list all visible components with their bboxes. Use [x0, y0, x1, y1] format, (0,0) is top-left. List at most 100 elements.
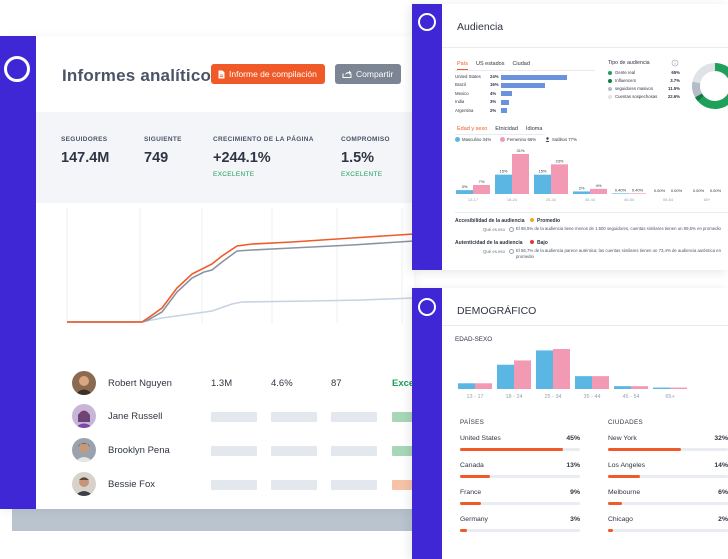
country-bar [501, 82, 545, 88]
audience-type-percent: 65% [671, 70, 680, 75]
main-sidebar [0, 36, 36, 509]
country-name: Mexico [455, 90, 469, 96]
audience-type-percent: 11.5% [668, 86, 680, 91]
bar-value-label: 0.40% [615, 187, 627, 192]
audience-type-label: Cuentas sospechosas [615, 94, 658, 99]
bar-male [575, 376, 592, 389]
bar-value-label: 0.00% [693, 188, 705, 193]
bar-value-label: 0.00% [654, 188, 666, 193]
info-icon[interactable] [671, 59, 679, 67]
geo-name: United States [460, 435, 501, 442]
demographic-title: DEMOGRÁFICO [457, 305, 537, 317]
country-bar [501, 108, 507, 114]
avatar [72, 472, 96, 496]
stat-value: +244.1% [213, 150, 271, 166]
authenticity-badge: Bajo [530, 240, 548, 246]
brand-logo-icon[interactable] [418, 298, 436, 316]
bar-value-label: 0.40% [632, 187, 644, 192]
avatar [72, 404, 96, 428]
age-tick-label: 18-24 [507, 197, 518, 202]
credibility-badge: Promedio [530, 218, 560, 224]
divider [442, 325, 728, 326]
tab-ethnicity[interactable]: Etnicidad [495, 126, 518, 132]
brand-logo-icon[interactable] [4, 56, 30, 82]
geo-fill [608, 502, 622, 505]
stat-followers: SEGUIDORES 147.4M [61, 136, 109, 166]
chart-series-baseline [67, 297, 414, 323]
bar-male [653, 387, 670, 389]
geo-name: France [460, 489, 482, 496]
legend-female: Femenino 66% [500, 137, 536, 143]
tab-language[interactable]: Idioma [525, 126, 543, 132]
geo-percent: 9% [570, 489, 580, 496]
geo-name: New York [608, 435, 637, 442]
city-item: New York 32% [608, 435, 728, 459]
country-tabs: País US estados Ciudad [457, 61, 530, 70]
bar-female [590, 188, 607, 194]
influencer-name[interactable]: Robert Nguyen [108, 378, 172, 389]
influencer-name[interactable]: Jane Russell [108, 411, 163, 422]
bar-value-label: 7% [479, 179, 485, 184]
country-name: India [455, 99, 465, 105]
compile-report-button[interactable]: Informe de compilación [211, 64, 325, 84]
credibility-help[interactable]: Qué es eso [483, 227, 505, 232]
placeholder-bar [211, 446, 257, 456]
country-bar [501, 74, 567, 80]
bar-male [573, 191, 590, 194]
geo-fill [608, 448, 681, 451]
influencer-row[interactable]: Robert Nguyen 1.3M 4.6% 87 Exce [72, 371, 414, 395]
document-icon [218, 70, 225, 78]
influencer-engagement: 4.6% [271, 378, 293, 389]
bar-male [458, 383, 475, 389]
share-button[interactable]: Compartir [335, 64, 401, 84]
country-name: Argentina [455, 107, 474, 113]
placeholder-bar [271, 480, 317, 490]
country-item: United States 45% [460, 435, 580, 459]
age-tick-label: 65+ [665, 394, 675, 400]
bar-female [631, 386, 648, 389]
bar-male [536, 350, 553, 389]
tab-city[interactable]: Ciudad [512, 61, 530, 67]
country-percent: 3% [490, 99, 497, 105]
influencer-row[interactable]: Bessie Fox [72, 472, 414, 496]
legend-male: Masculino 34% [455, 137, 491, 143]
influencer-name[interactable]: Bessie Fox [108, 479, 155, 490]
audience-type-label: seguidores masivos [615, 86, 653, 91]
geo-name: Canada [460, 462, 484, 469]
brand-logo-icon[interactable] [418, 13, 436, 31]
country-name: Brazil [455, 82, 466, 88]
age-tick-label: 13 - 17 [466, 394, 484, 400]
placeholder-bar [211, 412, 257, 422]
placeholder-bar [392, 446, 414, 456]
stat-page-growth: CRECIMIENTO DE LA PÁGINA +244.1% EXCELEN… [213, 136, 314, 178]
audience-type-label: Gente real [615, 70, 636, 75]
tab-us-states[interactable]: US estados [476, 61, 505, 67]
bar-value-label: 15% [538, 169, 546, 174]
authenticity-help[interactable]: Qué es eso [483, 249, 505, 254]
geo-track [608, 475, 728, 478]
age-tick-label: 65+ [704, 197, 711, 202]
bar-value-label: 0.00% [671, 188, 683, 193]
person-icon [545, 137, 550, 143]
tab-country[interactable]: País [457, 61, 469, 70]
bar-female [512, 154, 529, 194]
influencer-name[interactable]: Brooklyn Pena [108, 445, 170, 456]
bar-female [514, 360, 531, 389]
tab-underline [455, 70, 595, 71]
credibility-text: El 88,5% de la audiencia tiene menos de … [516, 226, 721, 231]
stat-label: CRECIMIENTO DE LA PÁGINA [213, 136, 314, 143]
placeholder-bar [392, 412, 414, 422]
stat-label: SEGUIDORES [61, 136, 108, 143]
influencer-row[interactable]: Jane Russell [72, 404, 414, 428]
influencer-row[interactable]: Brooklyn Pena [72, 438, 414, 462]
legend-dot [608, 87, 612, 91]
legend-other: Sutilitos 77% [545, 137, 577, 143]
page-title: Informes analíticos [62, 66, 221, 85]
geo-name: Melbourne [608, 489, 641, 496]
city-item: Chicago 2% [608, 516, 728, 540]
divider [455, 212, 728, 213]
bar-male [495, 174, 512, 194]
authenticity-text: El 56,7% de la audiencia parece auténtic… [516, 248, 721, 259]
bar-value-label: 15% [499, 169, 507, 174]
demographic-sidebar [412, 288, 442, 559]
